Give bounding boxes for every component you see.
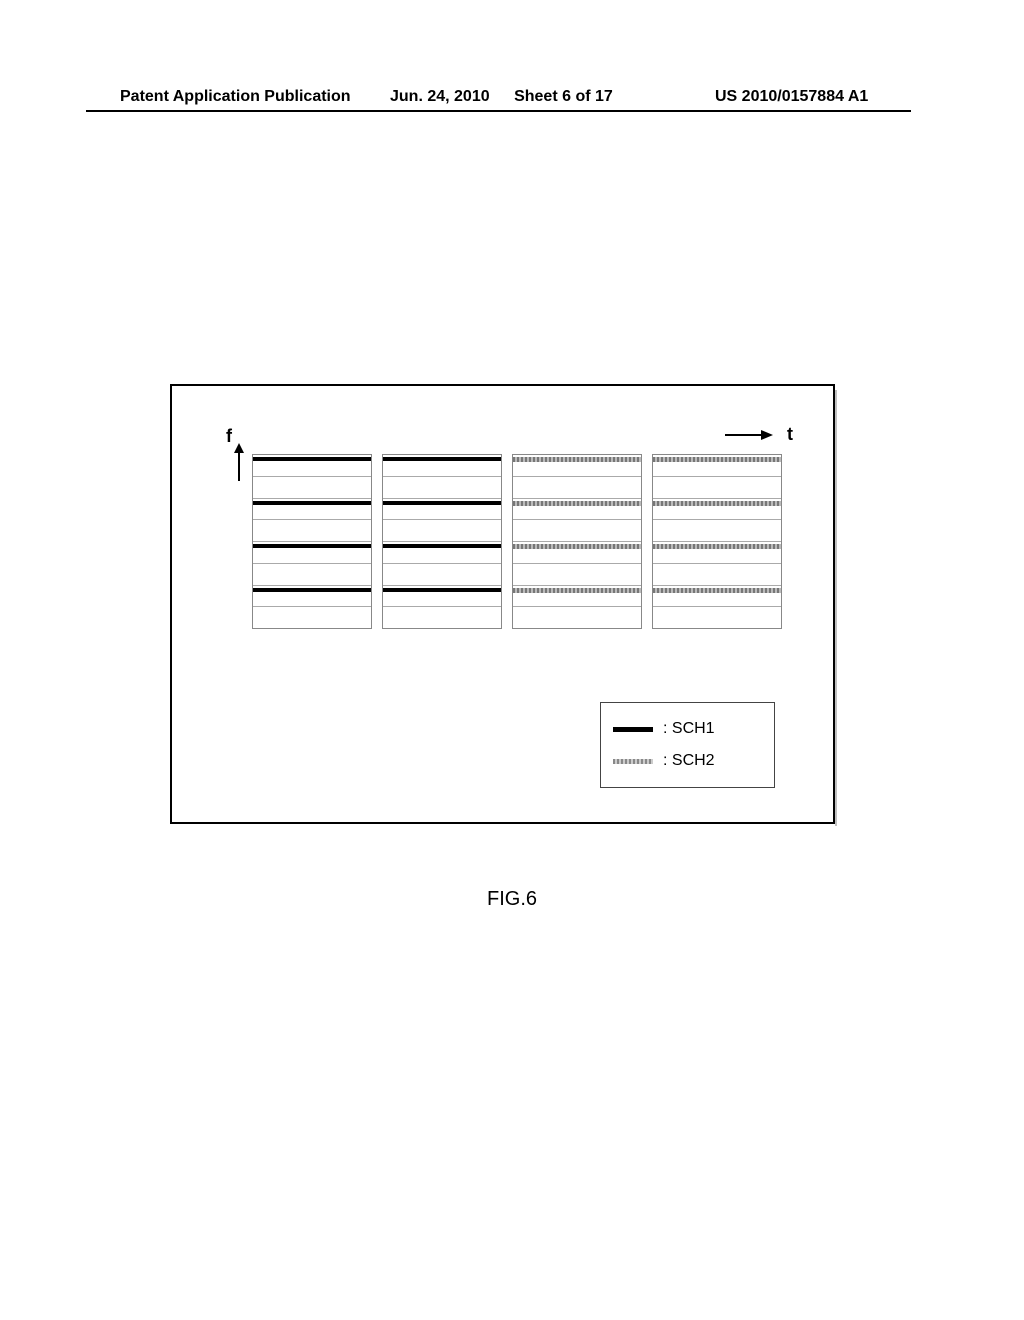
grid-cell [253,455,371,477]
sch2-line [653,501,781,506]
legend-row: : SCH1 [613,713,762,745]
grid-cell [653,586,781,608]
grid-cell [653,455,781,477]
header-rule [86,110,911,112]
grid-cell [653,499,781,521]
legend-swatch-sch2 [613,759,653,764]
axis-t-label: t [787,424,793,445]
grid-cell [253,477,371,499]
sch1-line [253,588,371,592]
grid-cell [653,542,781,564]
sch1-line [253,501,371,505]
grid-cell [383,542,501,564]
grid-cell [383,499,501,521]
tf-grid [252,454,782,629]
figure-frame: f t : SCH1 : SCH2 [170,384,835,824]
header-sheet: Sheet 6 of 17 [514,88,613,105]
legend: : SCH1 : SCH2 [600,702,775,788]
header-date: Jun. 24, 2010 [390,88,490,105]
grid-cell [253,607,371,628]
sch1-line [253,457,371,461]
grid-cell [513,564,641,586]
grid-cell [383,607,501,628]
grid-cell [253,564,371,586]
grid-column [382,454,502,629]
grid-column [512,454,642,629]
sch1-line [253,544,371,548]
sch2-line [653,457,781,462]
grid-column [652,454,782,629]
grid-cell [383,520,501,542]
sch2-line [513,588,641,593]
grid-cell [513,542,641,564]
grid-cell [513,586,641,608]
grid-cell [513,607,641,628]
page: Patent Application Publication Jun. 24, … [0,0,1024,1320]
sch2-line [513,544,641,549]
grid-cell [513,520,641,542]
grid-cell [513,455,641,477]
legend-label: : SCH1 [663,720,715,738]
grid-cell [653,477,781,499]
grid-cell [383,455,501,477]
header-left: Patent Application Publication [120,88,351,106]
frame-shadow [835,390,837,826]
sch2-line [653,588,781,593]
grid-cell [383,586,501,608]
sch1-line [383,544,501,548]
legend-row: : SCH2 [613,745,762,777]
sch2-line [513,457,641,462]
sch1-line [383,501,501,505]
grid-column [252,454,372,629]
header-pubno: US 2010/0157884 A1 [715,88,868,106]
sch2-line [513,501,641,506]
legend-swatch-sch1 [613,727,653,732]
figure-caption: FIG.6 [0,888,1024,911]
grid-cell [653,564,781,586]
grid-cell [253,542,371,564]
grid-cell [383,477,501,499]
grid-cell [253,586,371,608]
grid-cell [513,477,641,499]
axis-f-arrow-icon [232,443,246,481]
sch1-line [383,457,501,461]
grid-cell [253,520,371,542]
grid-cell [513,499,641,521]
grid-cell [653,607,781,628]
sch2-line [653,544,781,549]
axis-t-arrow-icon [725,428,773,442]
grid-cell [253,499,371,521]
sch1-line [383,588,501,592]
legend-label: : SCH2 [663,752,715,770]
grid-cell [653,520,781,542]
header-center: Jun. 24, 2010 Sheet 6 of 17 [370,88,613,106]
grid-cell [383,564,501,586]
